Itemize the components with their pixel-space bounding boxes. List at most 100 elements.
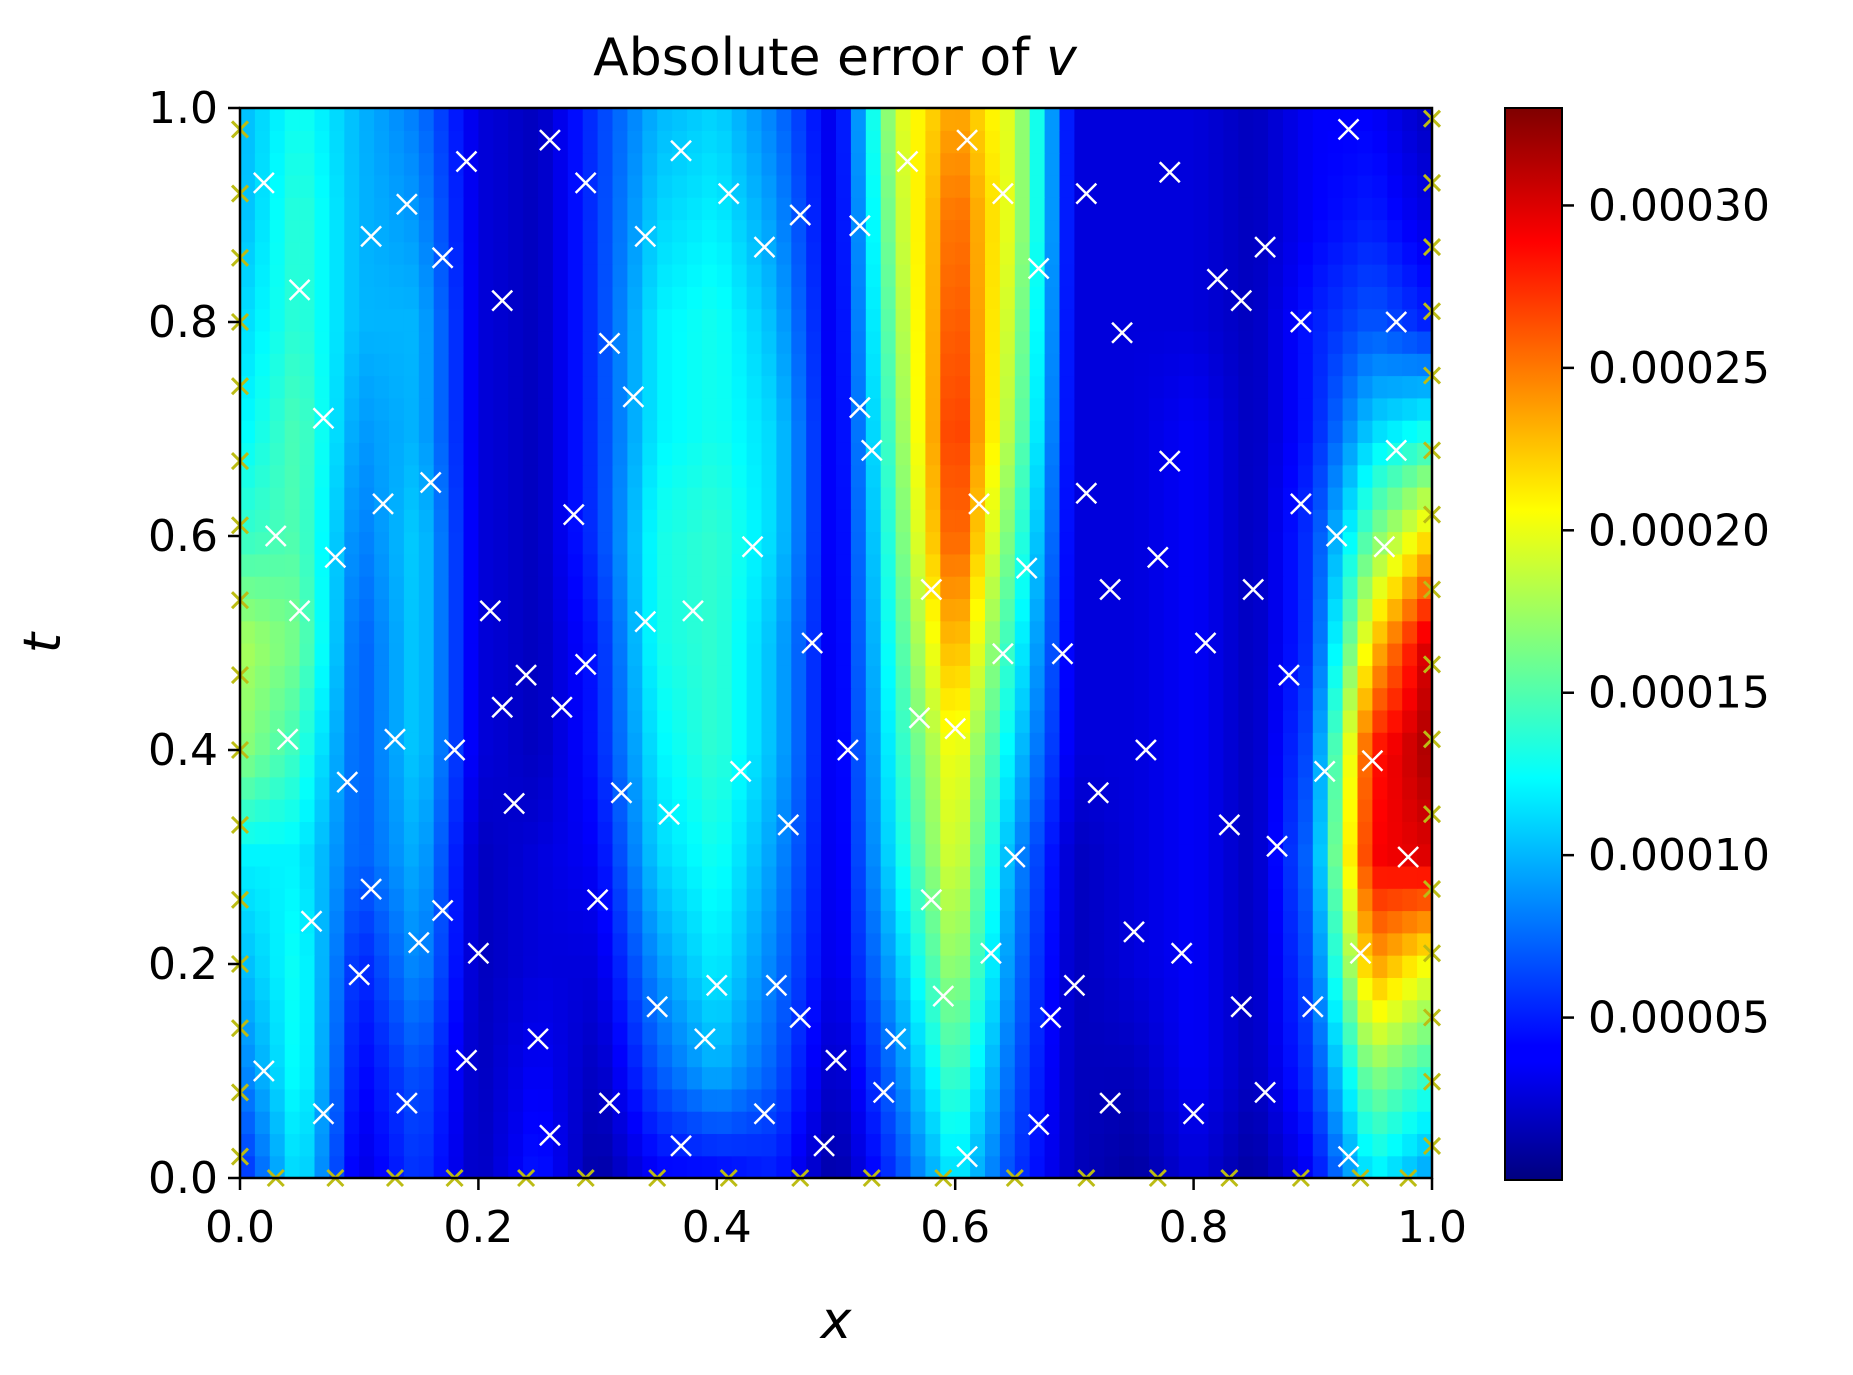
heatmap-cell [701, 999, 718, 1023]
heatmap-cell [1044, 286, 1061, 310]
heatmap-cell [1074, 108, 1090, 131]
heatmap-cell [716, 553, 733, 577]
heatmap-cell [1268, 1133, 1284, 1157]
heatmap-cell [657, 754, 673, 778]
heatmap-cell [403, 977, 420, 1001]
heatmap-cell [880, 865, 897, 889]
heatmap-cell [389, 955, 405, 978]
heatmap-cell [955, 776, 971, 800]
heatmap-cell [910, 999, 926, 1023]
heatmap-cell [1089, 1021, 1105, 1045]
heatmap-cell [1044, 732, 1061, 756]
heatmap-cell [925, 932, 941, 956]
heatmap-cell [1327, 620, 1344, 644]
heatmap-cell [955, 732, 971, 756]
heatmap-cell [925, 420, 941, 443]
heatmap-cell [731, 1088, 748, 1112]
heatmap-cell [493, 1044, 509, 1068]
heatmap-cell [374, 665, 390, 689]
heatmap-cell [1372, 553, 1388, 577]
heatmap-cell [1387, 1155, 1403, 1179]
heatmap-cell [1044, 932, 1061, 956]
heatmap-cell [284, 999, 301, 1023]
heatmap-cell [1119, 420, 1135, 443]
collocation-point-marker [920, 888, 943, 911]
heatmap-cell [940, 353, 956, 377]
heatmap-cell [716, 130, 733, 154]
heatmap-cell [344, 219, 360, 243]
heatmap-cell [1074, 420, 1090, 443]
heatmap-cell [433, 776, 450, 800]
heatmap-cell [1044, 1155, 1061, 1179]
heatmap-cell [418, 330, 435, 354]
heatmap-cell [657, 776, 673, 800]
heatmap-cell [1178, 687, 1195, 711]
heatmap-cell [1342, 553, 1359, 577]
heatmap-cell [1387, 241, 1403, 265]
heatmap-cell [1402, 977, 1418, 1001]
heatmap-cell [657, 999, 673, 1023]
heatmap-cell [1029, 910, 1046, 934]
heatmap-cell [1193, 1133, 1210, 1157]
heatmap-cell [254, 442, 271, 466]
heatmap-cell [1104, 598, 1120, 622]
heatmap-cell [895, 486, 912, 510]
heatmap-cell [463, 754, 479, 778]
heatmap-cell [284, 509, 301, 533]
heatmap-cell [970, 932, 986, 956]
heatmap [240, 108, 1433, 1179]
heatmap-cell [359, 509, 375, 533]
heatmap-cell [552, 1044, 569, 1068]
collocation-point-marker [634, 225, 657, 248]
collocation-point-marker [980, 942, 1002, 965]
heatmap-cell [314, 1088, 330, 1112]
heatmap-cell [1327, 108, 1344, 131]
heatmap-cell [1044, 464, 1061, 488]
heatmap-cell [1089, 865, 1105, 889]
heatmap-cell [925, 687, 941, 711]
heatmap-cell [1297, 732, 1314, 756]
heatmap-cell [1059, 821, 1075, 845]
heatmap-cell [1402, 999, 1418, 1023]
heatmap-cell [1402, 888, 1418, 912]
heatmap-cell [1119, 442, 1135, 466]
heatmap-cell [1044, 620, 1061, 644]
heatmap-cell [836, 1088, 852, 1112]
heatmap-cell [925, 197, 941, 221]
heatmap-cell [791, 375, 807, 399]
heatmap-cell [1268, 865, 1284, 889]
heatmap-cell [761, 197, 777, 221]
heatmap-cell [344, 286, 360, 310]
heatmap-cell [329, 977, 345, 1001]
collocation-point-marker [658, 803, 681, 826]
heatmap-cell [359, 420, 375, 443]
heatmap-cell [508, 598, 524, 622]
heatmap-cell [776, 152, 792, 176]
heatmap-cell [1417, 264, 1433, 287]
heatmap-cell [1148, 442, 1165, 466]
heatmap-cell [1387, 955, 1403, 978]
heatmap-cell [776, 241, 792, 265]
heatmap-cell [433, 1066, 450, 1090]
heatmap-cell [850, 174, 867, 198]
heatmap-cell [1044, 598, 1061, 622]
heatmap-cell [1342, 286, 1359, 310]
heatmap-cell [329, 1111, 345, 1135]
heatmap-cell [523, 643, 539, 666]
heatmap-cell [970, 598, 986, 622]
heatmap-cell [433, 330, 450, 354]
heatmap-cell [821, 486, 837, 510]
heatmap-cell [582, 1111, 599, 1135]
heatmap-cell [865, 219, 882, 243]
heatmap-cell [612, 955, 628, 978]
heatmap-cell [925, 330, 941, 354]
heatmap-cell [865, 598, 882, 622]
heatmap-cell [895, 1021, 912, 1045]
heatmap-cell [761, 330, 777, 354]
heatmap-cell [463, 286, 479, 310]
heatmap-cell [1178, 799, 1195, 822]
heatmap-cell [612, 598, 628, 622]
heatmap-cell [1044, 799, 1061, 822]
heatmap-cell [418, 665, 435, 689]
heatmap-cell [1104, 1066, 1120, 1090]
